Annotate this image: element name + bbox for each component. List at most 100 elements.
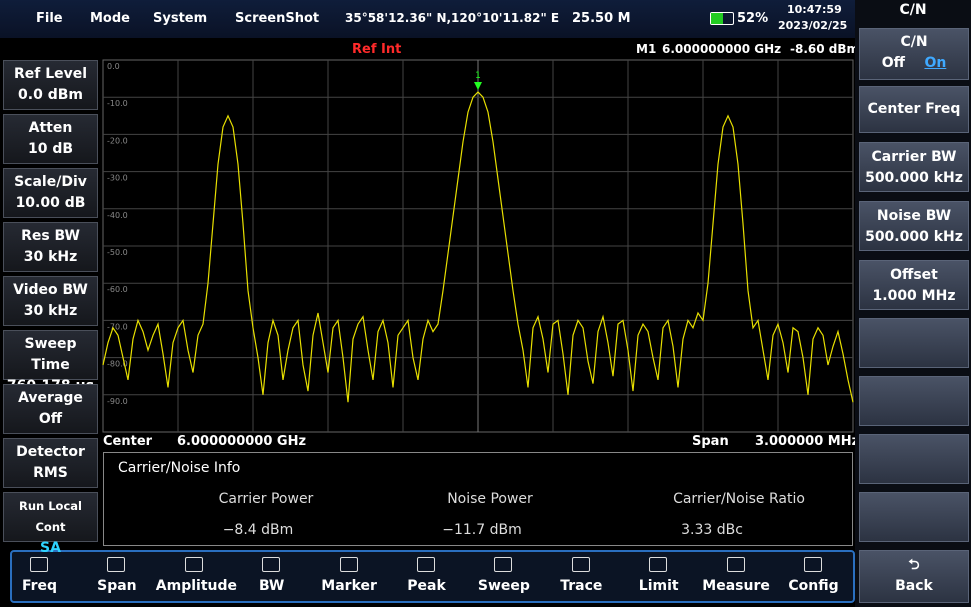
left-button-label: Average bbox=[18, 390, 83, 406]
tool-icon bbox=[726, 557, 745, 572]
left-button-label: Sweep Time bbox=[24, 336, 77, 373]
tool-icon bbox=[262, 557, 281, 572]
y-tick-label: -20.0 bbox=[107, 136, 128, 145]
back-label: Back bbox=[895, 578, 933, 594]
right-button[interactable]: Noise BW 500.000 kHz bbox=[859, 201, 969, 251]
marker-triangle bbox=[474, 81, 482, 90]
toggle-on[interactable]: On bbox=[924, 55, 947, 71]
tool-button[interactable]: Limit bbox=[638, 578, 679, 594]
toggle-options: Off On bbox=[860, 53, 968, 74]
tool-button[interactable]: Sweep bbox=[477, 578, 530, 594]
tool-button[interactable]: Freq bbox=[21, 578, 58, 594]
tool-button[interactable]: Config bbox=[788, 578, 839, 594]
tool-icon bbox=[571, 557, 590, 572]
back-button[interactable]: ⮌ Back bbox=[859, 550, 969, 603]
tool-button[interactable]: Measure bbox=[702, 578, 770, 594]
tool-button[interactable]: Span bbox=[97, 578, 137, 594]
left-button[interactable]: Average Off bbox=[3, 384, 98, 434]
toolbar bbox=[10, 550, 855, 603]
battery: 52% bbox=[737, 11, 769, 26]
storage: 25.50 M bbox=[572, 11, 631, 26]
left-button[interactable]: Scale/Div 10.00 dB bbox=[3, 168, 98, 218]
marker-level: -8.60 dBm bbox=[790, 42, 860, 56]
tool-button[interactable]: Amplitude bbox=[155, 578, 238, 594]
toggle-off[interactable]: Off bbox=[881, 55, 905, 71]
tool-icon bbox=[184, 557, 203, 572]
left-button[interactable]: Atten 10 dB bbox=[3, 114, 98, 164]
right-button[interactable]: Carrier BW 500.000 kHz bbox=[859, 142, 969, 192]
tool-icon bbox=[107, 557, 126, 572]
file-menu[interactable]: File bbox=[36, 11, 63, 26]
left-button[interactable]: Sweep Time760.178 µs bbox=[3, 330, 98, 394]
right-button[interactable]: Offset 1.000 MHz bbox=[859, 260, 969, 310]
tool-icon bbox=[339, 557, 358, 572]
cn-toggle[interactable]: C/N Off On bbox=[859, 28, 969, 80]
info-value: −8.4 dBm bbox=[222, 522, 294, 538]
span-label: Span bbox=[692, 434, 729, 449]
right-button[interactable] bbox=[859, 492, 969, 542]
left-button-label: Scale/Div bbox=[14, 174, 87, 190]
left-button-label: Run Local Cont bbox=[19, 499, 82, 534]
y-tick-label: -50.0 bbox=[107, 248, 128, 257]
left-button[interactable]: Detector RMS bbox=[3, 438, 98, 488]
left-button-label: Detector bbox=[16, 444, 85, 460]
left-button-label: Atten bbox=[28, 120, 73, 136]
left-button[interactable]: Ref Level 0.0 dBm bbox=[3, 60, 98, 110]
right-button-label: Center Freq bbox=[867, 101, 961, 117]
marker-freq: 6.000000000 GHz bbox=[662, 42, 782, 56]
span: 3.000000 MHz bbox=[755, 434, 860, 449]
center-label: Center bbox=[103, 434, 153, 449]
center-freq: 6.000000000 GHz bbox=[177, 434, 307, 449]
left-button-value: SA bbox=[40, 540, 61, 556]
y-tick-label: -70.0 bbox=[107, 322, 128, 331]
right-button[interactable] bbox=[859, 376, 969, 426]
screenshot-button[interactable]: ScreenShot bbox=[235, 11, 320, 26]
tool-icon bbox=[649, 557, 668, 572]
marker-label: 1 bbox=[475, 71, 481, 81]
tool-button[interactable]: Marker bbox=[321, 578, 377, 594]
ref-status: Ref Int bbox=[352, 42, 402, 57]
right-button[interactable]: Center Freq bbox=[859, 86, 969, 133]
left-button[interactable]: Res BW 30 kHz bbox=[3, 222, 98, 272]
left-button[interactable]: Video BW 30 kHz bbox=[3, 276, 98, 326]
left-button-value: Off bbox=[38, 411, 63, 427]
gps: 35°58'12.36" N,120°10'11.82" E bbox=[345, 11, 560, 25]
info-value: 3.33 dBc bbox=[681, 522, 743, 538]
tool-icon bbox=[494, 557, 513, 572]
tool-icon bbox=[804, 557, 822, 572]
left-button[interactable]: Run Local Cont SA bbox=[3, 492, 98, 556]
system-menu[interactable]: System bbox=[153, 11, 208, 26]
info-header: Noise Power bbox=[447, 491, 533, 507]
left-button-value: 0.0 dBm bbox=[18, 87, 83, 103]
left-button-label: Res BW bbox=[21, 228, 80, 244]
toggle-label: C/N bbox=[900, 34, 928, 50]
right-button[interactable] bbox=[859, 434, 969, 484]
battery-icon bbox=[710, 12, 734, 25]
info-title: Carrier/Noise Info bbox=[118, 460, 241, 476]
right-button[interactable] bbox=[859, 318, 969, 368]
y-tick-label: -30.0 bbox=[107, 174, 128, 183]
left-button-value: 10 dB bbox=[27, 141, 74, 157]
tool-button[interactable]: Trace bbox=[560, 578, 603, 594]
tool-button[interactable]: Peak bbox=[407, 578, 446, 594]
y-tick-label: -10.0 bbox=[107, 99, 128, 108]
mode-menu[interactable]: Mode bbox=[90, 11, 130, 26]
tool-icon bbox=[30, 557, 48, 572]
trace bbox=[102, 91, 854, 403]
info-panel bbox=[103, 452, 853, 546]
time: 10:47:59 bbox=[787, 3, 842, 16]
info-value: −11.7 dBm bbox=[442, 522, 522, 538]
left-button-value: RMS bbox=[33, 465, 68, 481]
right-title: C/N bbox=[899, 2, 927, 18]
marker-name: M1 bbox=[636, 42, 657, 56]
tool-button[interactable]: BW bbox=[259, 578, 285, 594]
y-tick-label: -60.0 bbox=[107, 285, 128, 294]
left-button-value: 30 kHz bbox=[23, 249, 78, 265]
right-button-value: 500.000 kHz bbox=[865, 170, 963, 186]
info-header: Carrier Power bbox=[218, 491, 314, 507]
y-tick-label: -90.0 bbox=[107, 397, 128, 406]
right-button-value: 1.000 MHz bbox=[872, 288, 956, 304]
left-button-label: Video BW bbox=[13, 282, 88, 298]
